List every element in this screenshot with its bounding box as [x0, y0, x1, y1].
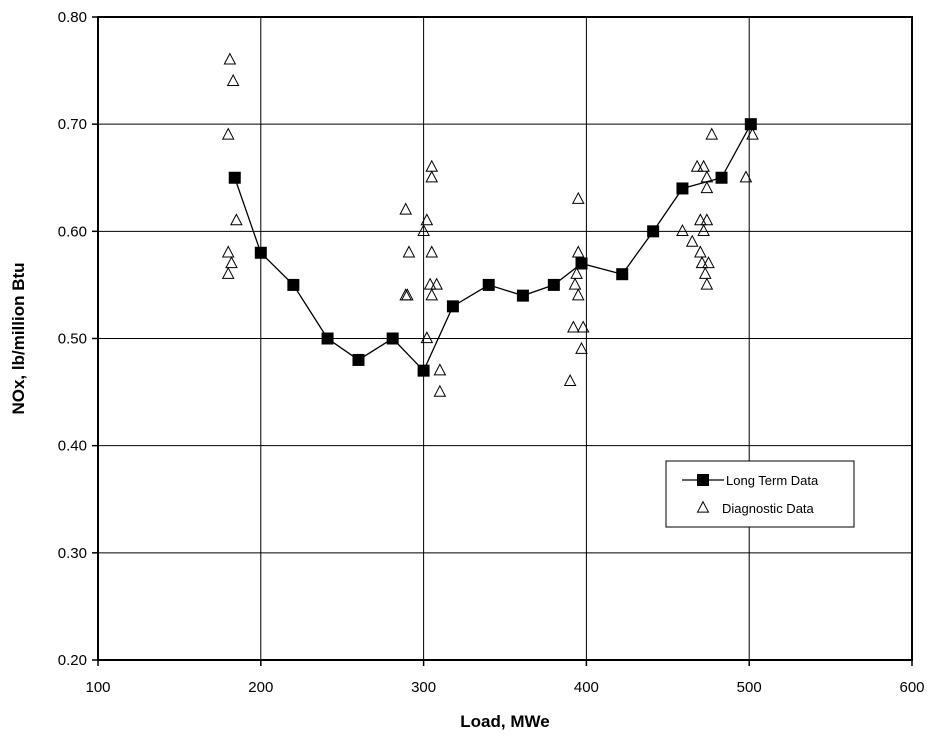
y-tick-label: 0.20 [58, 652, 87, 669]
long-term-data-point [575, 257, 588, 270]
legend-diagnostic-marker [696, 500, 710, 513]
diagnostic-data-point [698, 266, 712, 279]
diagnostic-data-point [575, 341, 588, 354]
legend-diagnostic-label: Diagnostic Data [722, 501, 815, 516]
legend-long-term-label: Long Term Data [726, 473, 819, 488]
legend-long-term-marker [697, 474, 709, 486]
y-tick-label: 0.60 [58, 223, 87, 240]
diagnostic-data-point [221, 266, 235, 279]
diagnostic-data-point [417, 223, 430, 237]
long-term-data-point [547, 278, 560, 291]
diagnostic-data-point [690, 159, 704, 172]
axis-ticks: 100 200 300 400 500 600 0.20 0.30 0.40 0.50 0.60 0.… [58, 9, 925, 696]
diagnostic-data-point [571, 245, 585, 258]
diagnostic-data-point [676, 223, 689, 237]
diagnostic-data-point [685, 234, 699, 247]
legend-box [665, 460, 855, 528]
diagnostic-data-point [230, 213, 243, 226]
y-tick-label: 0.40 [58, 438, 87, 455]
x-tick-label: 600 [899, 679, 924, 696]
x-tick-label: 300 [411, 679, 436, 696]
long-term-data-point [616, 268, 629, 281]
long-term-data-point [647, 225, 660, 238]
diagnostic-data-point [226, 73, 240, 86]
diagnostic-data-point [700, 277, 714, 290]
diagnostic-data-point [433, 384, 447, 397]
y-tick-label: 0.30 [58, 545, 87, 562]
diagnostic-data-point [576, 320, 590, 333]
long-term-data-point [417, 364, 430, 377]
y-tick-label: 0.80 [58, 9, 87, 26]
diagnostic-data-point [563, 374, 577, 387]
diagnostic-data-point [700, 181, 714, 194]
long-term-data-point [446, 300, 459, 313]
diagnostic-data-point [697, 159, 710, 172]
diagnostic-data-point [221, 245, 235, 258]
diagnostic-data-point [420, 331, 434, 344]
diagnostic-data-point [399, 202, 413, 215]
diagnostic-data-point [433, 363, 447, 376]
diagnostic-data-point [567, 320, 580, 333]
long-term-data-point [352, 353, 365, 366]
diagnostic-data-point [694, 213, 707, 226]
x-tick-label: 500 [737, 679, 762, 696]
diagnostic-data-point [705, 127, 719, 140]
y-tick-label: 0.70 [58, 116, 87, 133]
diagnostic-data-point [400, 288, 414, 301]
long-term-data-point [321, 332, 334, 345]
diagnostic-data-point [423, 277, 437, 290]
diagnostic-data-point [739, 170, 753, 183]
legend: Long Term Data Diagnostic Data [665, 460, 855, 528]
x-tick-label: 200 [248, 679, 273, 696]
long-term-data-point [744, 118, 757, 131]
diagnostic-data-point [430, 277, 443, 290]
long-term-data-point [386, 332, 399, 345]
x-tick-label: 400 [574, 679, 599, 696]
data-series [221, 52, 759, 397]
diagnostic-data-point [221, 127, 235, 140]
long-term-data-point [287, 278, 300, 291]
diagnostic-data-point [402, 245, 416, 258]
diagnostic-data-point [425, 159, 439, 172]
long-term-data-point [482, 278, 495, 291]
diagnostic-data-point [571, 288, 585, 301]
long-term-data-point [715, 171, 728, 184]
grid-lines [98, 17, 912, 660]
diagnostic-data-point [225, 256, 238, 269]
diagnostic-data-point [702, 256, 715, 269]
diagnostic-data-point [570, 266, 583, 279]
long-term-data-point [676, 182, 689, 195]
diagnostic-data-point [746, 127, 759, 140]
diagnostic-data-point [420, 213, 434, 226]
diagnostic-data-point [425, 170, 439, 183]
diagnostic-data-point [425, 288, 439, 301]
x-tick-label: 100 [85, 679, 110, 696]
diagnostic-data-point [697, 223, 710, 237]
diagnostic-data-point [571, 191, 585, 204]
diagnostic-data-point [223, 52, 237, 65]
diagnostic-data-point [425, 245, 439, 258]
y-axis-title: NOx, lb/million Btu [9, 262, 28, 414]
long-term-data-point [254, 246, 267, 259]
diagnostic-data-point [694, 245, 707, 258]
long-term-data-point [228, 171, 241, 184]
diagnostic-data-point [568, 277, 582, 290]
x-axis-title: Load, MWe [460, 712, 549, 731]
y-tick-label: 0.50 [58, 331, 87, 348]
long-term-data-line [234, 123, 752, 372]
diagnostic-data-point [700, 213, 714, 226]
diagnostic-data-point [695, 256, 709, 269]
long-term-data-point [516, 289, 529, 302]
